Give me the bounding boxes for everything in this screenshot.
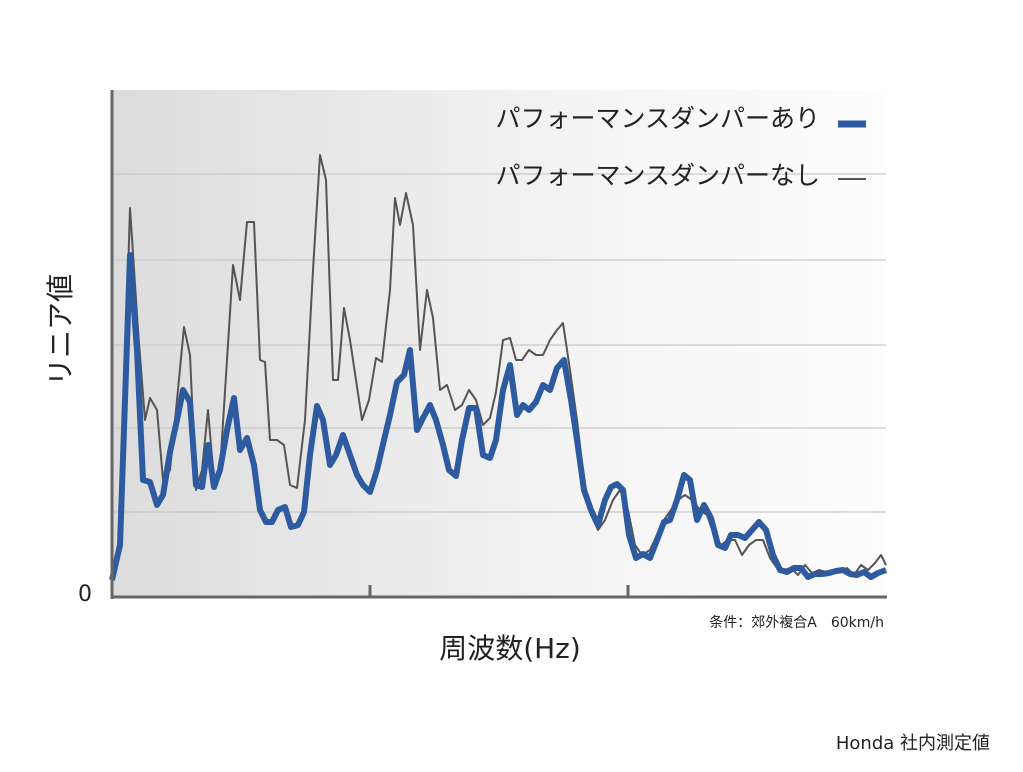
legend-label: パフォーマンスダンパーあり [495, 104, 820, 133]
footer: Honda 社内測定値 [836, 733, 990, 754]
y-tick-label: 0 [78, 582, 92, 607]
legend-label: パフォーマンスダンパーなし [495, 161, 820, 190]
series-line [111, 154, 887, 581]
note: 条件：郊外複合A 60km/h [709, 614, 884, 631]
series-line [109, 252, 888, 581]
x-axis-label: 周波数(Hz) [439, 632, 581, 665]
y-axis-label: リニア値 [44, 274, 77, 386]
